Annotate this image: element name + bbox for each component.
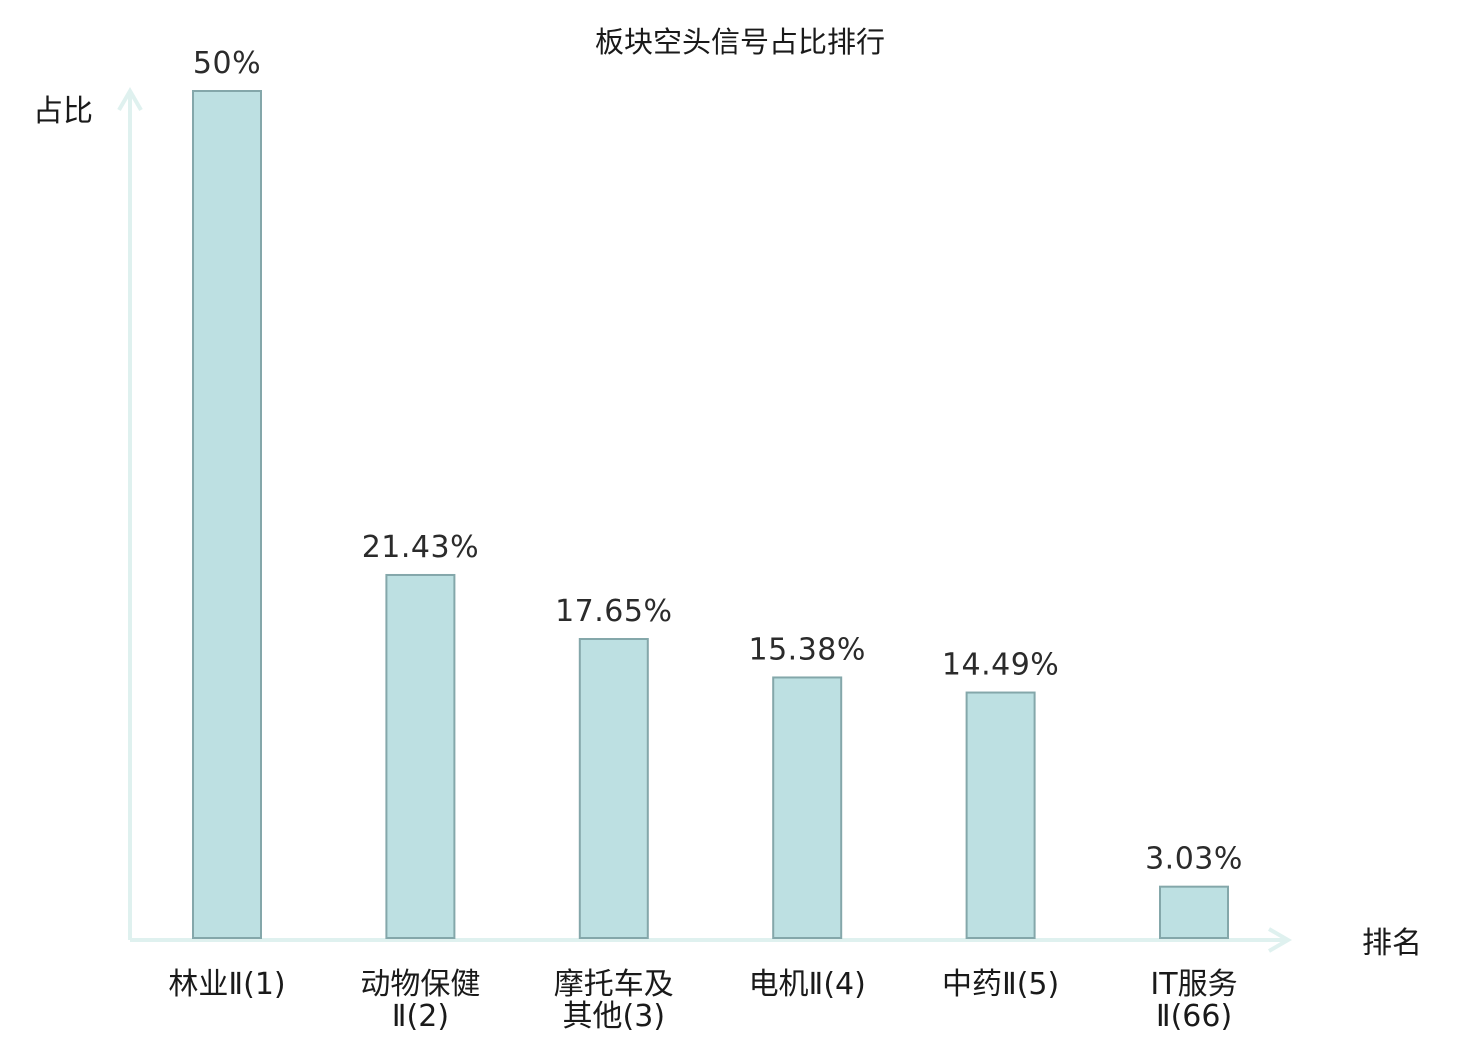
value-label-4: 15.38% xyxy=(749,632,866,667)
category-label-2-line-2: Ⅱ(2) xyxy=(392,999,449,1034)
category-label-6-line-1: IT服务 xyxy=(1150,967,1237,1002)
x-axis: 排名 xyxy=(130,926,1422,961)
category-label-3-line-1: 摩托车及 xyxy=(554,967,674,1002)
chart-title: 板块空头信号占比排行 xyxy=(595,25,885,59)
category-label-4-line-1: 电机Ⅱ(4) xyxy=(749,967,866,1002)
value-label-6: 3.03% xyxy=(1145,842,1243,877)
value-labels-group: 50% 21.43% 17.65% 15.38% 14.49% 3.03% xyxy=(193,46,1243,877)
value-label-3: 17.65% xyxy=(555,594,672,629)
bar-5 xyxy=(965,691,1036,940)
bar-4 xyxy=(772,676,843,940)
value-label-5: 14.49% xyxy=(942,648,1059,683)
category-label-3-line-2: 其他(3) xyxy=(563,999,666,1034)
category-label-5-line-1: 中药Ⅱ(5) xyxy=(942,967,1059,1002)
bar-6 xyxy=(1159,885,1229,940)
bar-1 xyxy=(192,90,262,939)
value-label-2: 21.43% xyxy=(362,530,479,565)
category-label-2-line-1: 动物保健 xyxy=(360,967,480,1002)
y-axis: 占比 xyxy=(33,87,143,940)
x-axis-arrow xyxy=(1267,927,1292,953)
bar-2 xyxy=(385,573,456,940)
y-axis-label: 占比 xyxy=(33,94,93,129)
x-axis-label: 排名 xyxy=(1362,926,1422,961)
value-label-1: 50% xyxy=(193,46,261,81)
category-label-6-line-2: Ⅱ(66) xyxy=(1156,999,1232,1034)
bar-3 xyxy=(578,638,649,939)
category-label-1-line-1: 林业Ⅱ(1) xyxy=(168,967,285,1002)
y-axis-arrow xyxy=(117,87,143,112)
bars-group xyxy=(192,90,1229,940)
